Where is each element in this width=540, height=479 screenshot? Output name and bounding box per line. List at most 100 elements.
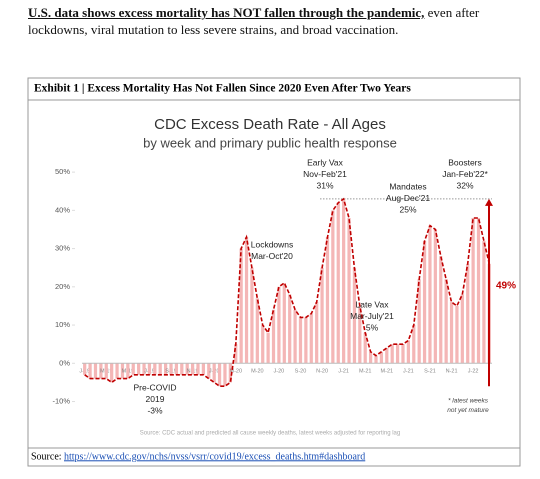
bar	[271, 309, 276, 364]
x-tick-label: S-20	[295, 369, 307, 375]
bar	[223, 363, 227, 387]
annotation: 25%	[399, 204, 416, 214]
bar	[158, 363, 162, 375]
annotation: Nov-Feb'21	[303, 169, 347, 179]
bar	[164, 363, 168, 375]
annotation: 5%	[366, 322, 379, 332]
x-tick-label: N-20	[316, 369, 328, 375]
bar	[137, 363, 141, 375]
bar	[309, 313, 313, 364]
bar	[460, 294, 464, 364]
bar	[471, 218, 475, 364]
bar	[110, 363, 114, 383]
annotation: Mar-July'21	[350, 311, 394, 321]
bar	[466, 263, 470, 364]
bar	[255, 298, 259, 364]
y-tick-label: 50%	[55, 167, 70, 176]
exhibit-title: Exhibit 1 | Excess Mortality Has Not Fal…	[34, 83, 411, 95]
x-tick-label: J-22	[468, 369, 479, 375]
bar	[369, 351, 373, 364]
annotation: not yet mature	[447, 407, 489, 414]
bar	[217, 363, 222, 387]
x-tick-label: M-21	[359, 369, 372, 375]
bar	[104, 363, 108, 379]
x-tick-label: S-21	[424, 369, 436, 375]
bar	[304, 317, 308, 364]
bar	[347, 218, 351, 364]
bar	[422, 240, 427, 364]
exhibit-frame	[27, 77, 521, 467]
bar	[428, 225, 432, 364]
bar	[315, 302, 319, 364]
annotation: * latest weeks	[448, 398, 489, 405]
y-tick-label: 10%	[55, 320, 70, 329]
annotation: Pre-COVID	[134, 382, 177, 392]
intro-lead: U.S. data shows excess mortality has NOT…	[28, 5, 425, 20]
bar	[126, 363, 130, 379]
y-tick-label: 0%	[59, 358, 70, 367]
bar	[374, 355, 378, 364]
bar	[234, 344, 238, 364]
bar	[358, 305, 362, 364]
bar	[401, 344, 405, 364]
footer-link[interactable]: https://www.cdc.gov/nchs/nvss/vsrr/covid…	[64, 451, 365, 462]
annotation: Mar-Oct'20	[251, 251, 293, 261]
bar	[244, 237, 249, 364]
intro-rest: even after lockdowns, viral mutation to …	[28, 5, 480, 37]
x-tick-label: N-21	[446, 369, 458, 375]
bar	[261, 325, 265, 364]
bar	[476, 218, 481, 364]
annotation: -3%	[147, 405, 163, 415]
bar	[120, 363, 125, 379]
annotation: 2019	[146, 394, 165, 404]
trend-line	[84, 197, 491, 387]
bar	[153, 363, 157, 375]
annotation: 31%	[316, 180, 333, 190]
bar	[298, 317, 303, 364]
bar	[207, 363, 211, 379]
bar	[320, 267, 324, 364]
bar	[99, 363, 103, 379]
bar	[390, 344, 394, 364]
annotation: Lockdowns	[251, 239, 294, 249]
bar	[449, 302, 454, 364]
bar	[385, 348, 389, 364]
bar	[282, 283, 286, 364]
bar	[88, 363, 92, 379]
bar	[336, 202, 340, 364]
bar	[239, 248, 243, 364]
bar	[169, 363, 173, 375]
annotation: 32%	[456, 180, 473, 190]
arrow-label: 49%	[496, 281, 516, 292]
bar	[455, 305, 459, 364]
bar	[131, 363, 135, 375]
bar	[293, 309, 297, 364]
annotation: Early Vax	[307, 157, 343, 167]
bar	[93, 363, 98, 379]
bar	[482, 240, 486, 364]
x-tick-label: M-21	[381, 369, 394, 375]
bar	[395, 344, 400, 364]
annotation: Boosters	[448, 157, 482, 167]
bar	[180, 363, 184, 375]
x-tick-label: J-20	[274, 369, 285, 375]
bar	[228, 363, 232, 383]
arrow-head	[485, 198, 493, 206]
bar	[266, 332, 270, 364]
bar	[288, 294, 292, 364]
bar	[147, 363, 152, 375]
intro-text: U.S. data shows excess mortality has NOT…	[28, 4, 528, 38]
x-tick-label: J-21	[338, 369, 349, 375]
bar	[196, 363, 200, 375]
x-tick-label: J-21	[403, 369, 414, 375]
bar	[417, 279, 421, 364]
x-tick-label: M-20	[229, 369, 242, 375]
footer-label: Source:	[31, 451, 62, 462]
chart-subtitle: by week and primary public health respon…	[143, 135, 397, 150]
y-tick-label: 30%	[55, 244, 70, 253]
bar	[201, 363, 205, 375]
bar	[190, 363, 195, 375]
y-tick-label: -10%	[52, 397, 70, 406]
bar	[342, 198, 346, 364]
